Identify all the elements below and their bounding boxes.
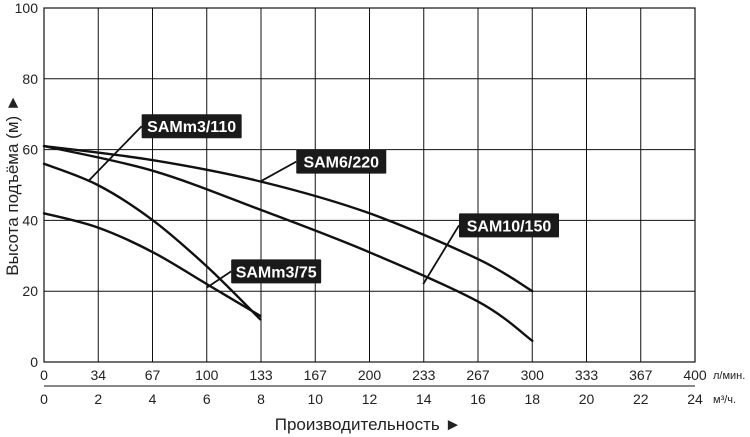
y-axis-label: Высота подъёма (м) ►	[3, 94, 22, 275]
x-tick-label-secondary: 18	[524, 391, 540, 407]
label-box-sam6-220	[296, 149, 387, 174]
series-line-sam6-220	[42, 144, 534, 293]
x-tick-label-secondary: 14	[416, 391, 432, 407]
x-tick-label-secondary: 4	[149, 391, 157, 407]
x-tick-label-primary: 0	[40, 367, 48, 383]
series-lines	[42, 144, 534, 342]
x-tick-label-secondary: 8	[257, 391, 265, 407]
y-tick-label: 0	[30, 354, 38, 370]
y-tick-label: 80	[22, 71, 38, 87]
series-label-sam10-150: SAM10/150	[467, 218, 552, 235]
label-box-samm3-110	[141, 114, 242, 139]
x-tick-label-primary: 133	[249, 367, 273, 383]
x-tick-label-secondary: 10	[307, 391, 323, 407]
x-tick-label-primary: 300	[521, 367, 545, 383]
x-tick-label-primary: 267	[466, 367, 490, 383]
x-tick-label-primary: 400	[683, 367, 707, 383]
x-tick-label-primary: 167	[304, 367, 328, 383]
y-tick-label: 40	[22, 212, 38, 228]
leader-line-samm3-110	[87, 125, 143, 183]
series-line-sam10-150	[42, 144, 534, 342]
x-tick-label-primary: 233	[412, 367, 436, 383]
y-tick-label: 60	[22, 142, 38, 158]
y-tick-label: 20	[22, 283, 38, 299]
label-box-sam10-150	[459, 213, 560, 238]
x-tick-label-primary: 200	[358, 367, 382, 383]
x-unit-secondary: м³/ч.	[713, 394, 736, 406]
leader-line-samm3-75	[206, 270, 232, 289]
x-tick-label-secondary: 6	[203, 391, 211, 407]
series-label-samm3-110: SAMm3/110	[147, 119, 236, 136]
leader-line-sam6-220	[260, 160, 297, 183]
x-tick-label-secondary: 0	[40, 391, 48, 407]
x-tick-label-secondary: 2	[94, 391, 102, 407]
leader-line-sam10-150	[422, 224, 460, 285]
x-tick-label-secondary: 12	[362, 391, 378, 407]
series-label-sam6-220: SAM6/220	[303, 155, 379, 172]
x-tick-label-primary: 34	[90, 367, 106, 383]
x-tick-label-secondary: 24	[687, 391, 703, 407]
series-annotations: SAMm3/110 SAM6/220 SAM10/150 SAMm3/75	[87, 114, 560, 289]
x-tick-label-secondary: 20	[579, 391, 595, 407]
x-axis-label: Производительность ►	[275, 415, 462, 434]
series-line-samm3-110	[42, 162, 262, 321]
series-line-samm3-75	[42, 212, 262, 318]
y-tick-label: 100	[15, 0, 39, 16]
x-unit-primary: л/мин.	[713, 370, 745, 382]
x-tick-label-secondary: 22	[633, 391, 649, 407]
x-tick-label-primary: 67	[145, 367, 161, 383]
label-box-samm3-75	[231, 259, 322, 284]
x-tick-label-primary: 100	[195, 367, 219, 383]
x-tick-label-primary: 367	[629, 367, 653, 383]
x-tick-label-secondary: 16	[470, 391, 486, 407]
series-label-samm3-75: SAMm3/75	[236, 264, 317, 281]
x-tick-label-primary: 333	[575, 367, 599, 383]
